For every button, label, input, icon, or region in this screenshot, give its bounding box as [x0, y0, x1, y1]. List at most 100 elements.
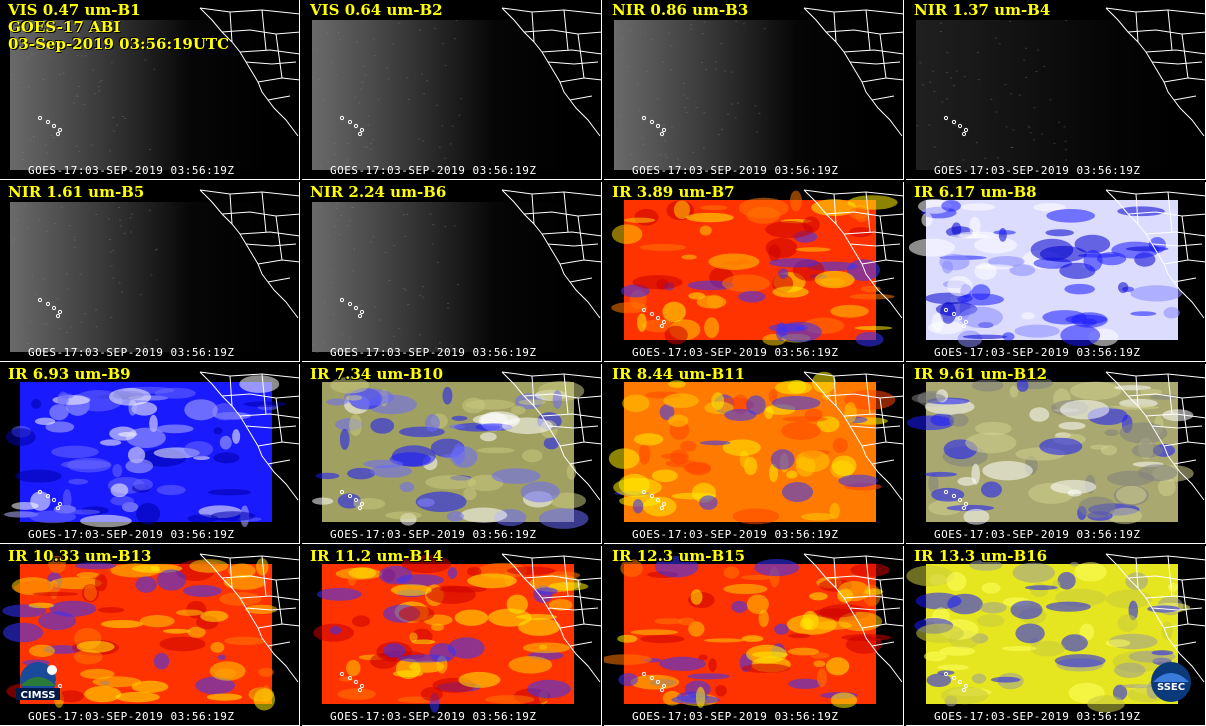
state-border [523, 211, 601, 217]
state-border [1127, 575, 1205, 581]
state-border [569, 641, 593, 647]
state-border [1181, 579, 1189, 625]
state-border [229, 193, 233, 225]
state-border [563, 555, 569, 597]
state-border [1145, 595, 1205, 601]
state-border [1167, 191, 1173, 233]
band-label: IR 8.44 um-B11 [612, 365, 746, 383]
state-border [833, 375, 837, 407]
band-panel: VIS 0.47 um-B1 GOES-17:03-SEP-2019 03:56:… [0, 0, 300, 180]
satellite-image [906, 371, 1205, 525]
timestamp-caption: GOES-17:03-SEP-2019 03:56:19Z [28, 528, 235, 541]
state-border [879, 215, 887, 261]
satellite-image [604, 553, 903, 709]
band-panel: NIR 1.37 um-B4 GOES-17:03-SEP-2019 03:56:… [906, 0, 1206, 180]
band-panel: IR 10.33 um-B13 GOES-17:03-SEP-2019 03:56… [0, 546, 300, 726]
state-border [563, 9, 569, 51]
state-border [531, 375, 535, 407]
state-border [261, 9, 267, 51]
state-border [849, 607, 901, 611]
band-panel: NIR 1.61 um-B5 GOES-17:03-SEP-2019 03:56:… [0, 182, 300, 362]
band-label: IR 12.3 um-B15 [612, 547, 746, 565]
state-border [865, 9, 871, 51]
state-border [1173, 641, 1197, 647]
state-border [501, 189, 601, 197]
state-border [531, 557, 535, 589]
state-border [267, 641, 291, 647]
state-border [879, 397, 887, 443]
timestamp-caption: GOES-17:03-SEP-2019 03:56:19Z [632, 346, 839, 359]
state-border [275, 33, 283, 79]
state-border [541, 49, 601, 55]
band-label: NIR 1.37 um-B4 [914, 1, 1051, 19]
state-border [275, 215, 283, 261]
state-border [569, 459, 593, 465]
svg-text:SSEC: SSEC [1157, 682, 1185, 693]
state-border [239, 49, 299, 55]
timestamp-caption: GOES-17:03-SEP-2019 03:56:19Z [330, 710, 537, 723]
state-border [1135, 557, 1139, 589]
state-border [221, 211, 299, 217]
instrument-label: GOES-17 ABI [8, 18, 121, 36]
state-border [577, 579, 585, 625]
timestamp-caption: GOES-17:03-SEP-2019 03:56:19Z [330, 528, 537, 541]
band-label: IR 6.17 um-B8 [914, 183, 1037, 201]
band-panel: NIR 2.24 um-B6 GOES-17:03-SEP-2019 03:56:… [302, 182, 602, 362]
satellite-image [916, 7, 1205, 170]
state-border [825, 211, 903, 217]
state-border [577, 33, 585, 79]
band-label: IR 13.3 um-B16 [914, 547, 1048, 565]
state-border [221, 575, 299, 581]
state-border [843, 413, 903, 419]
state-border [1145, 231, 1205, 237]
timestamp-caption: GOES-17:03-SEP-2019 03:56:19Z [28, 346, 235, 359]
satellite-image [614, 7, 903, 170]
state-border [523, 29, 601, 35]
state-border [577, 215, 585, 261]
state-border [1105, 7, 1205, 15]
timestamp-caption: GOES-17:03-SEP-2019 03:56:19Z [632, 710, 839, 723]
state-border [833, 193, 837, 225]
band-label: IR 10.33 um-B13 [8, 547, 152, 565]
timestamp-caption: GOES-17:03-SEP-2019 03:56:19Z [632, 164, 839, 177]
state-border [849, 425, 901, 429]
state-border [275, 579, 283, 625]
satellite-image [10, 7, 299, 170]
state-border [541, 595, 601, 601]
state-border [843, 231, 903, 237]
satellite-image [4, 371, 299, 528]
state-border [261, 555, 267, 597]
timestamp-caption: GOES-17:03-SEP-2019 03:56:19Z [934, 528, 1141, 541]
state-border [843, 595, 903, 601]
band-label: IR 7.34 um-B10 [310, 365, 444, 383]
state-border [547, 607, 599, 611]
state-border [275, 397, 283, 443]
state-border [199, 371, 299, 379]
state-border [803, 553, 903, 561]
state-border [239, 413, 299, 419]
state-border [569, 95, 593, 101]
state-border [1105, 371, 1205, 379]
state-border [221, 393, 299, 399]
state-border [523, 393, 601, 399]
band-label: IR 6.93 um-B9 [8, 365, 131, 383]
state-border [1181, 397, 1189, 443]
state-border [1173, 459, 1197, 465]
timestamp-caption: GOES-17:03-SEP-2019 03:56:19Z [28, 164, 235, 177]
state-border [1167, 9, 1173, 51]
satellite-image [608, 371, 903, 525]
state-border [569, 277, 593, 283]
band-panel: IR 13.3 um-B16 GOES-17:03-SEP-2019 03:56:… [906, 546, 1206, 726]
state-border [547, 61, 599, 65]
satellite-image [10, 189, 299, 353]
state-border [229, 11, 233, 43]
state-border [501, 7, 601, 15]
state-border [865, 191, 871, 233]
band-panel: IR 6.93 um-B9 GOES-17:03-SEP-2019 03:56:1… [0, 364, 300, 544]
state-border [1151, 243, 1203, 247]
state-border [871, 277, 895, 283]
satellite-image [312, 7, 601, 170]
state-border [199, 7, 299, 15]
state-border [239, 595, 299, 601]
